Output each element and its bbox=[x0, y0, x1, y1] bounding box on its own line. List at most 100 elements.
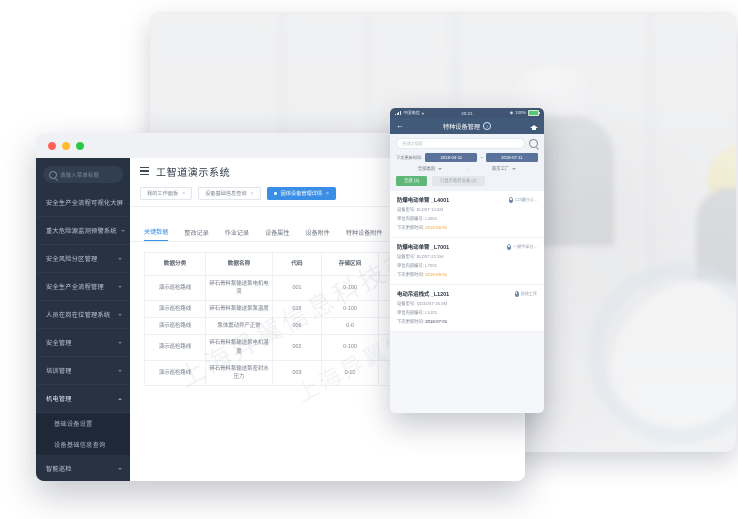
phone-select-row: 全部类别 南京工厂 bbox=[390, 166, 544, 176]
location-pin-icon bbox=[514, 291, 519, 297]
search-icon bbox=[49, 170, 57, 179]
sidebar-menu-search[interactable]: 请输入菜单标题 bbox=[43, 166, 123, 183]
close-icon[interactable]: × bbox=[326, 190, 329, 197]
sidebar-item-label: 安全生产全流程可视化大屏 bbox=[46, 200, 124, 207]
content-tab-3[interactable]: 设备属性 bbox=[265, 230, 290, 237]
content-tab-0[interactable]: 关键数据 bbox=[144, 227, 169, 241]
sidebar-item-0[interactable]: 安全生产全流程可视化大屏 bbox=[36, 189, 130, 217]
device-location-label: 一期甲苯台... bbox=[513, 244, 537, 249]
device-header: 电动吊运栈式 _L1201 前线工序 bbox=[397, 290, 537, 298]
content-tab-5[interactable]: 特种设备附件 bbox=[345, 230, 383, 237]
device-next-label: 下次更新时间: bbox=[397, 319, 424, 324]
sidebar-item-label: 机电管理 bbox=[46, 396, 72, 403]
chevron-down-icon bbox=[118, 341, 122, 344]
content-tab-2[interactable]: 作业记录 bbox=[224, 230, 250, 237]
close-window-dot[interactable] bbox=[48, 141, 56, 150]
hamburger-icon[interactable] bbox=[140, 167, 149, 175]
home-icon[interactable] bbox=[530, 122, 538, 131]
chevron-down-icon bbox=[118, 369, 122, 372]
device-model-label: 设备型号: bbox=[397, 254, 416, 259]
table-cell: 演示巡检路线 bbox=[144, 274, 206, 302]
sidebar-item-1[interactable]: 重大危险源监测预警系统 bbox=[36, 217, 130, 245]
phone-device-list: 防爆电动单臂 _L4001 CO罐分公... 设备型号: BLD5T-14.5M 单位… bbox=[390, 191, 544, 332]
phone-status-bar: 中国电信 ▾ 20:21 ◉ 100% bbox=[390, 108, 544, 118]
phone-filter-chips: 全部 (3) 只显示临检设备 (2) bbox=[390, 176, 544, 191]
category-select-label: 全部类别 bbox=[417, 166, 436, 171]
device-next-value: 2018-05-01 bbox=[425, 272, 448, 277]
chevron-down-icon bbox=[118, 257, 122, 260]
table-cell: 0-10 bbox=[321, 359, 379, 386]
sidebar-item-8[interactable]: 基础设备设置 bbox=[36, 413, 130, 434]
chevron-down-icon bbox=[120, 229, 125, 232]
device-location: 一期甲苯台... bbox=[507, 244, 537, 250]
chevron-down-icon bbox=[438, 168, 443, 170]
search-icon[interactable] bbox=[529, 139, 538, 148]
table-cell: 碎石骨料泵输送泵电机电流 bbox=[205, 274, 273, 302]
device-code-value: L7501 bbox=[425, 263, 438, 268]
sidebar-item-2[interactable]: 安全风险分区管理 bbox=[36, 245, 130, 273]
list-item[interactable]: 电动吊运栈式 _L1201 前线工序设备型号: QD32/5T-25.5M 单位内部… bbox=[390, 285, 544, 332]
alarm-icon: ◉ bbox=[509, 110, 514, 116]
device-code-label: 单位内部编号: bbox=[397, 263, 424, 268]
content-tab-4[interactable]: 设备附件 bbox=[305, 230, 330, 237]
date-end-button[interactable]: 2018-07-11 bbox=[485, 153, 538, 162]
question-icon[interactable]: ? bbox=[483, 122, 492, 130]
sidebar-item-5[interactable]: 安全管理 bbox=[36, 329, 130, 357]
date-start-button[interactable]: 2018-04-11 bbox=[425, 153, 478, 162]
battery-icon bbox=[528, 109, 540, 117]
table-cell: 003 bbox=[272, 359, 322, 386]
maximize-window-dot[interactable] bbox=[76, 141, 84, 150]
table-cell: 碎石骨料泵输送泵泵温度 bbox=[205, 300, 273, 319]
sidebar-item-label: 安全生产全流程管理 bbox=[46, 284, 104, 291]
device-next-value: 2018-05-01 bbox=[425, 225, 448, 230]
device-model-row: 设备型号: QD32/5T-25.5M bbox=[397, 301, 537, 307]
device-name: 电动吊运栈式 _L1201 bbox=[397, 292, 450, 298]
list-item[interactable]: 防爆电动单臂 _L7001 一期甲苯台... 设备型号: BLD5T-22.5W 单位… bbox=[390, 238, 544, 285]
phone-date-filter: 下次更新时间: 2018-04-11 ~ 2018-07-11 bbox=[390, 153, 544, 166]
date-separator: ~ bbox=[480, 155, 483, 160]
sidebar-item-3[interactable]: 安全生产全流程管理 bbox=[36, 273, 130, 301]
device-name: 防爆电动单臂 _L4001 bbox=[397, 198, 450, 204]
sidebar-item-label: 基础设备设置 bbox=[54, 421, 93, 428]
category-select[interactable]: 全部类别 bbox=[396, 166, 467, 172]
phone-filter-chip-0[interactable]: 全部 (3) bbox=[396, 176, 428, 186]
phone-search-row: 关键字搜索 bbox=[390, 134, 544, 153]
location-pin-icon bbox=[509, 197, 514, 203]
back-arrow-icon[interactable]: ← bbox=[396, 121, 404, 130]
sidebar-item-label: 重大危险源监测预警系统 bbox=[46, 228, 117, 235]
device-model-value: QD32/5T-25.5M bbox=[416, 301, 448, 306]
open-tab-0[interactable]: 我的工作面板 × bbox=[140, 187, 193, 200]
minimize-window-dot[interactable] bbox=[62, 141, 70, 150]
close-icon[interactable]: × bbox=[250, 190, 254, 197]
list-item[interactable]: 防爆电动单臂 _L4001 CO罐分公... 设备型号: BLD5T-14.5M 单位… bbox=[390, 191, 544, 238]
factory-select[interactable]: 南京工厂 bbox=[470, 166, 538, 172]
device-model-value: BLD5T-14.5M bbox=[416, 207, 444, 212]
device-location-label: CO罐分公... bbox=[515, 197, 537, 202]
device-code-label: 单位内部编号: bbox=[397, 216, 424, 221]
device-code-label: 单位内部编号: bbox=[397, 310, 424, 315]
phone-filter-chip-1[interactable]: 只显示临检设备 (2) bbox=[432, 176, 485, 186]
sidebar-item-7[interactable]: 机电管理 bbox=[36, 385, 130, 413]
device-model-value: BLD5T-22.5W bbox=[416, 254, 444, 259]
chevron-down-icon bbox=[118, 467, 122, 470]
sidebar-item-label: 安全管理 bbox=[46, 340, 72, 347]
sidebar-item-9[interactable]: 设备基础信息查询 bbox=[36, 434, 130, 455]
sidebar-item-10[interactable]: 智能巡检 bbox=[36, 455, 130, 481]
open-tab-2[interactable]: 固体设备管理详情 × bbox=[266, 187, 336, 200]
device-next-row: 下次更新时间: 2018-05-01 bbox=[397, 225, 537, 231]
battery-percent: 100% bbox=[515, 110, 526, 116]
close-icon[interactable]: × bbox=[182, 190, 186, 197]
sidebar-item-4[interactable]: 人员在岗在位管理系统 bbox=[36, 301, 130, 329]
device-location-label: 前线工序 bbox=[520, 291, 537, 296]
open-tab-1[interactable]: 设备基础信息查询 × bbox=[198, 187, 261, 200]
device-next-label: 下次更新时间: bbox=[397, 272, 424, 277]
tabbar-divider bbox=[130, 206, 525, 207]
table-cell: 001 bbox=[272, 274, 322, 302]
device-header: 防爆电动单臂 _L7001 一期甲苯台... bbox=[397, 243, 537, 251]
sidebar-item-6[interactable]: 培训管理 bbox=[36, 357, 130, 385]
content-tab-1[interactable]: 整改记录 bbox=[184, 230, 209, 237]
content-tabs: 关键数据 整改记录 作业记录 设备属性 设备附件 特种设备附件 bbox=[130, 221, 525, 242]
table-cell: 0-0 bbox=[321, 317, 379, 336]
phone-search-input[interactable]: 关键字搜索 bbox=[396, 138, 525, 149]
